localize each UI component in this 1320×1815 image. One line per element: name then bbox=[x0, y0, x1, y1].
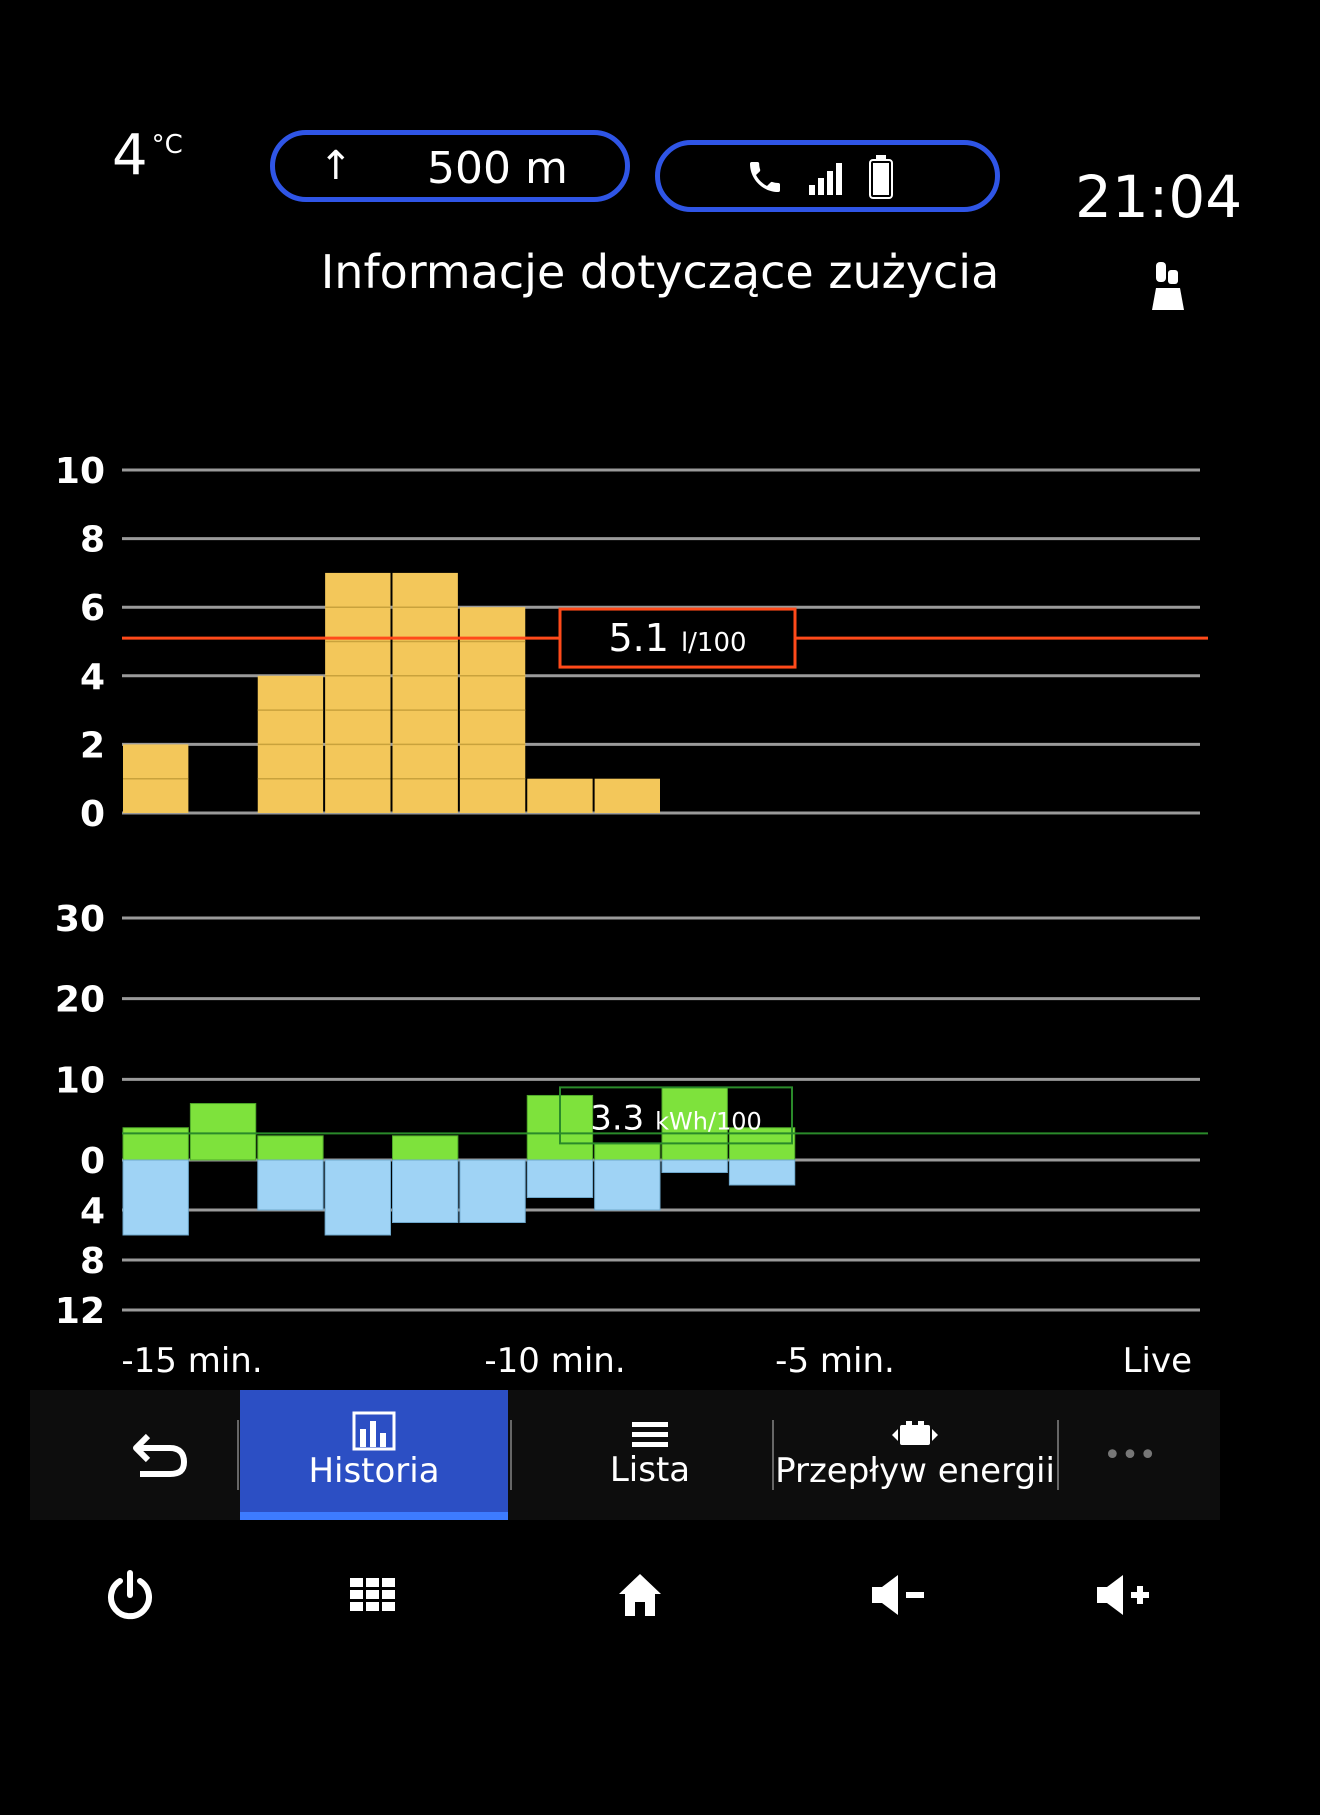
electric-regeneration-bar bbox=[661, 1159, 728, 1173]
fuel-bar bbox=[527, 778, 593, 813]
fuel-consumption-chart: 10 8 6 4 2 0 5.1 l/100 bbox=[55, 451, 1208, 835]
tab-przeplyw-energii[interactable]: Przepływ energii bbox=[775, 1390, 1055, 1520]
time-axis-label: -15 min. bbox=[121, 1341, 262, 1381]
fuel-average-box bbox=[558, 607, 797, 669]
engine-battery-icon bbox=[892, 1421, 938, 1445]
fuel-bar bbox=[392, 572, 458, 813]
driver-profile-icon[interactable] bbox=[1150, 260, 1186, 312]
tab-lista-label: Lista bbox=[609, 1450, 691, 1490]
electric-regeneration-bar bbox=[459, 1159, 526, 1223]
electric-consumption-chart: 30 20 10 0 4 8 12 3.3 kWh/100 bbox=[55, 899, 1208, 1332]
power-icon bbox=[108, 1570, 152, 1620]
list-icon bbox=[632, 1422, 668, 1447]
y-tick-label: 8 bbox=[80, 1241, 105, 1282]
volume-up-button[interactable] bbox=[1075, 1550, 1175, 1640]
time-axis-label: Live bbox=[1123, 1341, 1192, 1381]
electric-consumption-bar bbox=[257, 1135, 324, 1161]
nav-distance: 500 m bbox=[427, 143, 568, 194]
tab-przeplyw-energii-label: Przepływ energii bbox=[775, 1451, 1055, 1491]
electric-regeneration-bar bbox=[392, 1159, 459, 1223]
y-tick-label: 20 bbox=[55, 980, 105, 1021]
electric-regeneration-bar bbox=[728, 1159, 796, 1186]
bar-chart-icon bbox=[352, 1411, 396, 1451]
volume-down-button[interactable] bbox=[850, 1550, 950, 1640]
volume-up-icon bbox=[1097, 1575, 1149, 1615]
more-dots-icon: ••• bbox=[1103, 1437, 1157, 1473]
navigation-widget[interactable]: ↑ 500 m bbox=[270, 130, 630, 202]
home-icon bbox=[619, 1574, 661, 1616]
electric-regeneration-bar bbox=[257, 1159, 324, 1211]
volume-down-icon bbox=[872, 1575, 924, 1615]
tab-historia-label: Historia bbox=[308, 1451, 440, 1491]
electric-consumption-bar bbox=[661, 1086, 728, 1161]
phone-icon bbox=[750, 162, 780, 192]
fuel-bar bbox=[594, 778, 660, 813]
fuel-bar bbox=[325, 572, 391, 813]
y-tick-label: 10 bbox=[55, 1060, 105, 1101]
phone-status-widget[interactable] bbox=[655, 140, 1000, 212]
tab-historia[interactable]: Historia bbox=[240, 1390, 508, 1520]
tab-lista[interactable]: Lista bbox=[530, 1390, 770, 1520]
apps-grid-icon bbox=[350, 1578, 395, 1611]
y-tick-label: 12 bbox=[55, 1291, 105, 1332]
electric-average-label: 3.3 kWh/100 bbox=[590, 1098, 762, 1138]
electric-consumption-bar bbox=[189, 1103, 257, 1161]
back-arrow-icon bbox=[133, 1433, 188, 1477]
arrow-up-icon: ↑ bbox=[319, 143, 353, 189]
electric-average-box bbox=[559, 1086, 793, 1145]
y-tick-label: 0 bbox=[80, 794, 105, 835]
electric-regeneration-bar bbox=[324, 1159, 391, 1236]
apps-button[interactable] bbox=[323, 1550, 423, 1640]
time-axis-label: -5 min. bbox=[775, 1341, 895, 1381]
y-tick-label: 30 bbox=[55, 899, 105, 940]
electric-consumption-bar bbox=[594, 1143, 661, 1161]
page-title: Informacje dotyczące zużycia bbox=[320, 245, 1000, 299]
y-tick-label: 2 bbox=[80, 725, 105, 766]
more-button[interactable]: ••• bbox=[1060, 1390, 1200, 1520]
outside-temperature: 4 °C bbox=[112, 123, 183, 188]
power-button[interactable] bbox=[80, 1550, 180, 1640]
electric-regeneration-bar bbox=[526, 1159, 594, 1198]
electric-consumption-bar bbox=[392, 1135, 459, 1161]
electric-regeneration-bar bbox=[122, 1159, 189, 1236]
electric-regeneration-bar bbox=[594, 1159, 661, 1211]
time-axis: -15 min. -10 min. -5 min. Live bbox=[121, 1341, 1192, 1381]
y-tick-label: 8 bbox=[80, 520, 105, 561]
back-button[interactable] bbox=[90, 1390, 230, 1520]
time-axis-label: -10 min. bbox=[484, 1341, 625, 1381]
tab-bar: Historia Lista Przepływ energii ••• bbox=[30, 1390, 1220, 1520]
y-tick-label: 4 bbox=[80, 657, 105, 698]
battery-icon bbox=[869, 155, 893, 199]
signal-icon bbox=[809, 163, 842, 195]
y-tick-label: 6 bbox=[80, 588, 105, 629]
home-button[interactable] bbox=[590, 1550, 690, 1640]
fuel-average-label: 5.1 l/100 bbox=[608, 616, 746, 660]
y-tick-label: 10 bbox=[55, 451, 105, 492]
y-tick-label: 0 bbox=[80, 1141, 105, 1182]
clock: 21:04 bbox=[1075, 163, 1243, 231]
y-tick-label: 4 bbox=[80, 1191, 105, 1232]
